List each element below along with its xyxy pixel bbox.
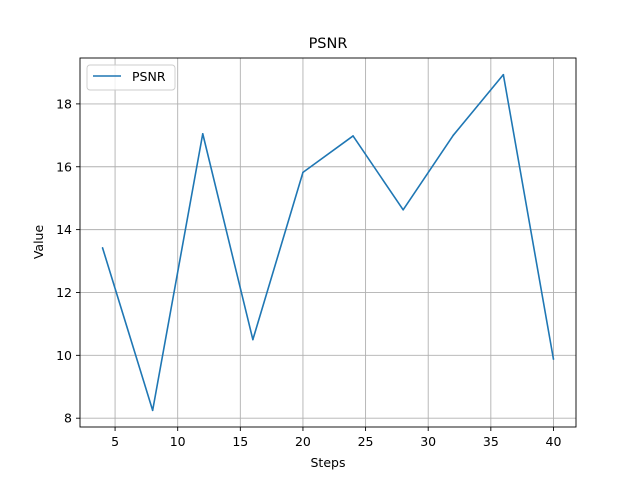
x-tick-label: 5 (111, 434, 119, 449)
grid-lines (80, 58, 576, 427)
data-point (151, 409, 154, 412)
data-point (402, 209, 404, 211)
x-tick-label: 25 (358, 434, 374, 449)
chart-title: PSNR (309, 36, 348, 52)
plot-frame (79, 57, 577, 428)
legend-label: PSNR (132, 69, 166, 84)
x-tick-label: 20 (295, 434, 311, 449)
data-point (452, 134, 455, 137)
data-point (252, 338, 254, 341)
legend: PSNR (86, 64, 176, 91)
y-tick-label: 8 (64, 411, 72, 426)
y-tick-label: 18 (56, 96, 72, 111)
y-tick-label: 14 (56, 222, 72, 237)
series-line-psnr (101, 73, 555, 412)
data-point (352, 135, 354, 137)
y-tick-label: 10 (56, 348, 72, 363)
series-layer (101, 73, 555, 412)
x-tick-label: 40 (546, 434, 562, 449)
data-point (201, 132, 204, 135)
y-tick-label: 16 (56, 159, 72, 174)
x-tick-label: 15 (232, 434, 248, 449)
data-point (552, 358, 555, 360)
x-tick-label: 10 (170, 434, 186, 449)
y-tick-label: 12 (56, 285, 72, 300)
x-tick-label: 30 (420, 434, 436, 449)
data-point (302, 171, 304, 174)
x-tick-label: 35 (483, 434, 499, 449)
legend-box (86, 64, 176, 91)
x-axis-label: Steps (311, 455, 346, 470)
axis-ticks: 5 10 15 20 25 30 35 40 8 10 12 14 16 18 (56, 96, 561, 449)
data-point (101, 247, 104, 249)
data-point (502, 73, 505, 76)
y-axis-label: Value (31, 225, 46, 260)
